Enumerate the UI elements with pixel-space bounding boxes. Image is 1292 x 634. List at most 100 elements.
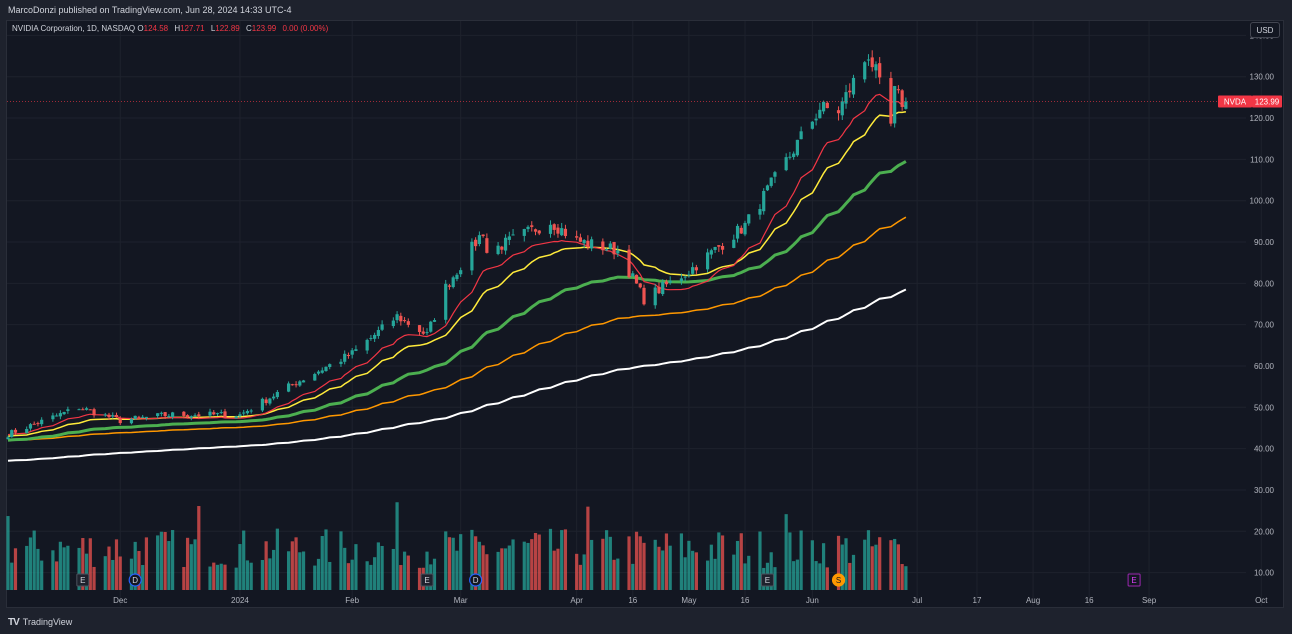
candle-body — [758, 209, 762, 215]
volume-bar — [582, 554, 586, 590]
ema-10-line — [7, 93, 907, 436]
candle-body — [163, 412, 167, 417]
volume-bar — [391, 548, 395, 590]
volume-bar — [821, 543, 826, 590]
candle-body — [81, 409, 85, 411]
volume-bar — [657, 546, 661, 590]
volume-bar — [77, 547, 81, 590]
volume-bar — [245, 560, 250, 590]
volume-bar — [601, 538, 605, 590]
candle-body — [62, 412, 66, 415]
volume-bar — [836, 535, 841, 590]
candle-body — [103, 414, 107, 416]
volume-bar — [36, 548, 40, 590]
candle-body — [6, 437, 10, 440]
candle-body — [874, 64, 878, 71]
candle-body — [399, 315, 403, 322]
candle-body — [298, 381, 302, 386]
volume-bar — [88, 538, 92, 590]
volume-bar — [373, 557, 377, 590]
candle-body — [245, 411, 250, 414]
volume-bar — [275, 528, 279, 590]
volume-bar — [773, 567, 777, 590]
y-tick-label: 80.00 — [1254, 279, 1275, 288]
candle-body — [197, 414, 201, 417]
y-tick-label: 50.00 — [1254, 403, 1275, 412]
candle-body — [743, 222, 747, 235]
candle-body — [32, 423, 36, 425]
volume-bar — [904, 566, 908, 590]
ema-100-line — [7, 216, 907, 442]
open-value: 124.58 — [143, 24, 169, 33]
volume-bar — [560, 530, 564, 590]
volume-bar — [156, 535, 160, 590]
low-label: L — [210, 24, 216, 33]
candle-body — [769, 177, 773, 186]
volume-bar — [825, 567, 829, 590]
symbol-title[interactable]: NVIDIA Corporation, 1D, NASDAQ — [12, 24, 136, 33]
y-tick-label: 60.00 — [1254, 362, 1275, 371]
candle-body — [66, 409, 70, 411]
candle-body — [470, 241, 474, 271]
volume-bar — [298, 552, 302, 590]
event-split-marker — [831, 573, 846, 587]
volume-bar — [103, 556, 107, 590]
volume-bar — [612, 559, 616, 590]
y-tick-label: 120.00 — [1250, 114, 1275, 123]
candle-body — [687, 274, 691, 276]
volume-bar — [417, 567, 422, 590]
volume-bar — [679, 533, 684, 590]
volume-bar — [62, 547, 66, 590]
candle-body — [582, 240, 586, 244]
candle-body — [548, 224, 553, 234]
candle-body — [242, 412, 246, 414]
candle-body — [212, 412, 216, 415]
volume-bar — [694, 552, 698, 590]
footer-brand[interactable]: TV TradingView — [8, 614, 72, 630]
volume-bar — [863, 539, 867, 590]
candle-body — [694, 267, 698, 271]
volume-bar — [533, 532, 538, 590]
x-tick-label: Mar — [454, 596, 468, 605]
open-label: O — [137, 24, 144, 33]
volume-bar — [406, 555, 410, 590]
volume-bar — [171, 530, 175, 590]
candle-body — [320, 370, 324, 373]
volume-bar — [6, 516, 10, 590]
event-earnings-future-marker — [1127, 573, 1141, 587]
candle-body — [575, 236, 579, 238]
volume-bar — [878, 537, 882, 590]
volume-bar — [159, 531, 163, 590]
candle-body — [425, 332, 429, 334]
candle-body — [455, 274, 459, 280]
volume-bar — [268, 558, 272, 590]
candle-body — [129, 419, 134, 424]
volume-bar — [354, 544, 358, 590]
candle-body — [350, 350, 354, 355]
currency-button[interactable]: USD — [1250, 22, 1280, 38]
volume-bar — [290, 541, 294, 590]
y-tick-label: 40.00 — [1254, 445, 1275, 454]
volume-bar — [451, 537, 455, 590]
candle-body — [25, 428, 29, 434]
volume-bar — [470, 529, 474, 590]
candle-body — [818, 109, 822, 119]
candle-body — [316, 371, 321, 374]
candle-body — [189, 416, 193, 418]
volume-bar — [264, 541, 268, 590]
volume-bar — [563, 529, 568, 590]
candle-body — [896, 89, 900, 91]
event-earnings-label: E — [765, 576, 770, 585]
candle-body — [765, 185, 770, 191]
x-tick-label: 2024 — [231, 596, 249, 605]
candle-body — [156, 413, 160, 417]
volume-bar — [365, 561, 369, 590]
candle-body — [747, 214, 751, 224]
candle-body — [530, 225, 534, 227]
candle-body — [429, 321, 433, 332]
candle-body — [346, 354, 351, 356]
volume-bar — [399, 565, 403, 590]
volume-bar — [769, 552, 773, 590]
candle-body — [10, 430, 14, 438]
